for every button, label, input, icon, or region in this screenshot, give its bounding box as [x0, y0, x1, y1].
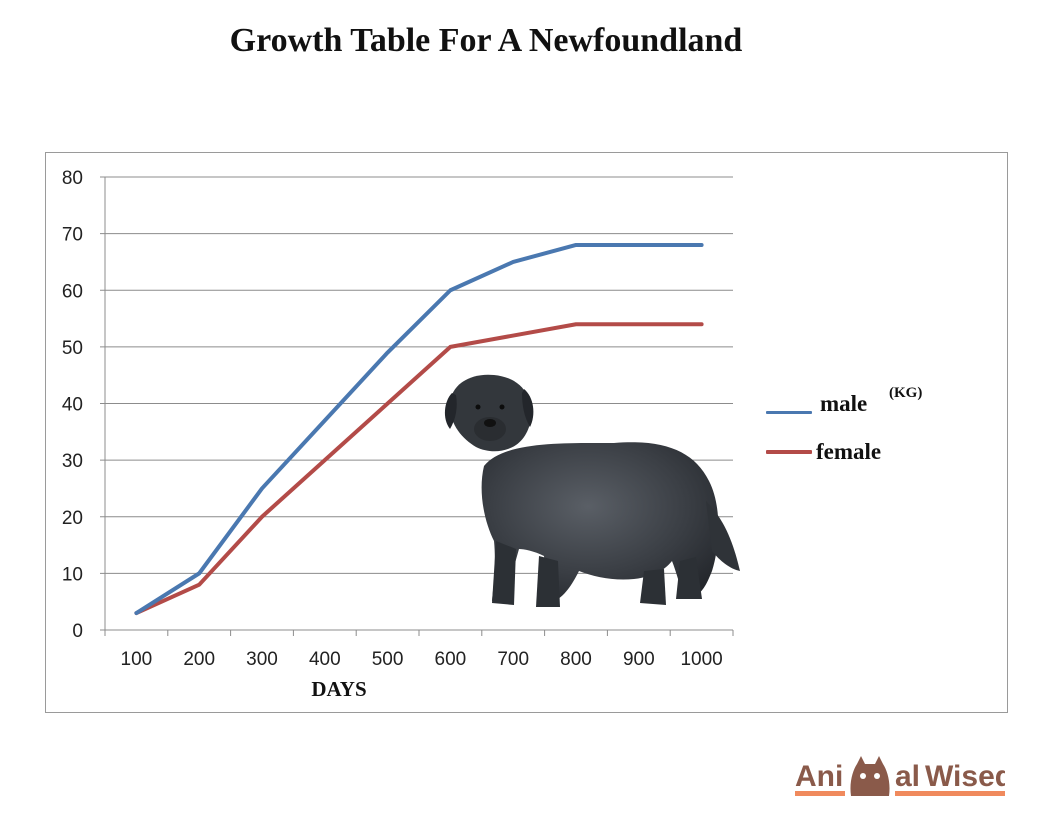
unit-label: (KG) [889, 385, 923, 401]
x-tick-label: 700 [497, 649, 529, 670]
x-tick-label: 600 [435, 649, 467, 670]
y-tick-labels: 0 10 20 30 40 50 60 70 80 [62, 168, 83, 642]
x-tick-label: 400 [309, 649, 341, 670]
axes [100, 176, 734, 636]
y-tick-label: 50 [62, 338, 83, 359]
cat-icon [850, 756, 890, 796]
x-tick-label: 900 [623, 649, 655, 670]
legend-label-male: male [820, 391, 868, 416]
x-tick-label: 300 [246, 649, 278, 670]
svg-text:al: al [895, 760, 920, 793]
chart-title: Growth Table For A Newfoundland [229, 22, 743, 59]
x-tick-label: 100 [121, 649, 153, 670]
y-tick-label: 40 [62, 395, 83, 416]
line-chart: 0 10 20 30 40 50 60 70 80 100 200 300 400 500 600 700 8… [62, 168, 740, 701]
y-tick-label: 70 [62, 225, 83, 246]
x-tick-label: 500 [372, 649, 404, 670]
x-tick-label: 800 [560, 649, 592, 670]
newfoundland-dog-illustration [444, 374, 740, 607]
legend-swatch-male [766, 410, 812, 414]
series-line-female [134, 322, 704, 616]
series-line-male [134, 242, 704, 616]
x-tick-label: 200 [183, 649, 215, 670]
legend-label-female: female [816, 439, 882, 464]
grid-lines [105, 176, 733, 574]
y-tick-label: 20 [62, 508, 83, 529]
y-tick-label: 30 [62, 451, 83, 472]
legend-item-male: male [766, 391, 867, 417]
legend-item-female: female [766, 439, 881, 465]
series-lines [134, 242, 704, 616]
chart-frame: 0 10 20 30 40 50 60 70 80 100 200 300 400 500 600 700 8… [45, 152, 1008, 713]
x-tick-labels: 100 200 300 400 500 600 700 800 900 1000 DAYS [121, 649, 723, 701]
y-tick-label: 80 [62, 168, 83, 189]
y-tick-label: 0 [72, 621, 83, 642]
x-axis-label: DAYS [311, 677, 366, 701]
svg-text:Wised: Wised [925, 760, 1005, 793]
x-tick-label: 1000 [680, 649, 722, 670]
y-tick-label: 60 [62, 281, 83, 302]
legend-swatch-female [766, 450, 812, 454]
y-tick-label: 10 [62, 564, 83, 585]
svg-text:Ani: Ani [795, 760, 843, 793]
animalwised-logo: Ani al Wised [795, 756, 1005, 796]
